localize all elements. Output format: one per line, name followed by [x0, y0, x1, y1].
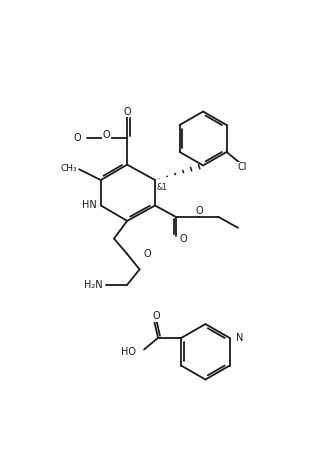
Text: H₂N: H₂N	[84, 280, 102, 290]
Text: O: O	[143, 249, 151, 259]
Text: HN: HN	[82, 201, 97, 211]
Text: &1: &1	[157, 183, 167, 192]
Text: O: O	[153, 311, 160, 321]
Text: HO: HO	[121, 347, 136, 357]
Text: CH₃: CH₃	[60, 164, 77, 173]
Text: Cl: Cl	[237, 162, 247, 172]
Text: O: O	[73, 134, 81, 143]
Text: N: N	[236, 333, 243, 343]
Text: O: O	[180, 234, 187, 243]
Text: O: O	[102, 130, 110, 140]
Text: O: O	[123, 106, 131, 117]
Text: O: O	[195, 206, 203, 216]
